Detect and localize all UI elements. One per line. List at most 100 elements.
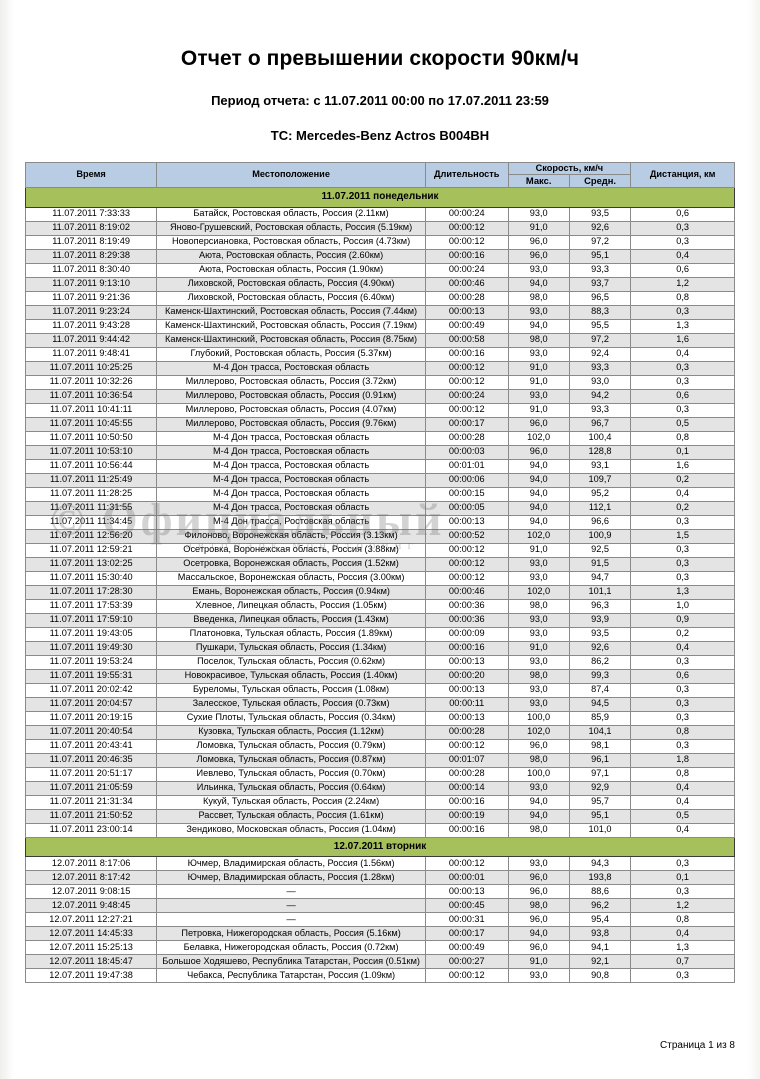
cell-speed-max: 94,0	[507, 458, 570, 474]
table-row: 11.07.2011 20:51:17 Иевлево, Тульская обл…	[24, 766, 735, 782]
cell-time: 11.07.2011 8:29:38	[24, 248, 158, 264]
cell-time: 11.07.2011 9:44:42	[24, 332, 158, 348]
cell-location: Миллерово, Ростовская область, Россия (0…	[156, 388, 426, 404]
cell-time: 11.07.2011 20:40:54	[24, 724, 158, 740]
cell-location: Поселок, Тульская область, Россия (0.62к…	[156, 654, 426, 670]
cell-distance: 0,3	[630, 234, 735, 250]
cell-speed-avg: 94,3	[568, 856, 632, 872]
cell-distance: 1,2	[630, 898, 735, 914]
table-row: 11.07.2011 9:43:28 Каменск-Шахтинский, Ро…	[24, 318, 735, 334]
table-row: 11.07.2011 11:28:25 М-4 Дон трасса, Росто…	[24, 486, 735, 502]
column-header-speed-group: Скорость, км/ч	[507, 161, 632, 176]
cell-duration: 00:00:13	[424, 654, 509, 670]
cell-distance: 1,3	[630, 318, 735, 334]
cell-location: —	[156, 912, 426, 928]
cell-duration: 00:00:19	[424, 808, 509, 824]
cell-speed-avg: 95,1	[568, 248, 632, 264]
cell-distance: 1,8	[630, 752, 735, 768]
cell-duration: 00:00:49	[424, 318, 509, 334]
cell-time: 11.07.2011 10:41:11	[24, 402, 158, 418]
cell-location: Иевлево, Тульская область, Россия (0.70к…	[156, 766, 426, 782]
table-row: 11.07.2011 20:43:41 Ломовка, Тульская обл…	[24, 738, 735, 754]
cell-duration: 00:00:06	[424, 472, 509, 488]
cell-speed-max: 96,0	[507, 884, 570, 900]
cell-speed-max: 93,0	[507, 612, 570, 628]
cell-duration: 00:00:05	[424, 500, 509, 516]
cell-speed-max: 96,0	[507, 940, 570, 956]
cell-speed-avg: 92,9	[568, 780, 632, 796]
cell-time: 11.07.2011 21:31:34	[24, 794, 158, 810]
cell-speed-avg: 92,6	[568, 220, 632, 236]
cell-time: 11.07.2011 9:21:36	[24, 290, 158, 306]
cell-location: Рассвет, Тульская область, Россия (1.61к…	[156, 808, 426, 824]
cell-location: Лиховской, Ростовская область, Россия (6…	[156, 290, 426, 306]
cell-location: М-4 Дон трасса, Ростовская область	[156, 458, 426, 474]
cell-speed-max: 91,0	[507, 542, 570, 558]
cell-speed-max: 93,0	[507, 780, 570, 796]
cell-time: 11.07.2011 20:46:35	[24, 752, 158, 768]
cell-location: Буреломы, Тульская область, Россия (1.08…	[156, 682, 426, 698]
cell-speed-max: 93,0	[507, 388, 570, 404]
cell-location: Каменск-Шахтинский, Ростовская область, …	[156, 318, 426, 334]
cell-distance: 0,3	[630, 514, 735, 530]
cell-speed-avg: 95,4	[568, 912, 632, 928]
cell-location: Ючмер, Владимирская область, Россия (1.2…	[156, 870, 426, 886]
cell-distance: 0,3	[630, 220, 735, 236]
cell-location: —	[156, 898, 426, 914]
cell-speed-max: 91,0	[507, 640, 570, 656]
column-header-distance: Дистанция, км	[630, 161, 735, 189]
cell-speed-avg: 93,3	[568, 262, 632, 278]
cell-distance: 1,0	[630, 598, 735, 614]
cell-duration: 00:00:24	[424, 388, 509, 404]
cell-duration: 00:00:12	[424, 570, 509, 586]
cell-time: 11.07.2011 9:43:28	[24, 318, 158, 334]
cell-distance: 0,4	[630, 780, 735, 796]
table-row: 11.07.2011 15:30:40 Массальское, Воронежс…	[24, 570, 735, 586]
day-label: 11.07.2011 понедельник	[25, 187, 735, 208]
cell-distance: 0,3	[630, 570, 735, 586]
table-row: 11.07.2011 10:56:44 М-4 Дон трасса, Росто…	[24, 458, 735, 474]
table-row: 11.07.2011 8:29:38 Аюта, Ростовская облас…	[24, 248, 735, 264]
cell-duration: 00:00:12	[424, 738, 509, 754]
cell-speed-avg: 93,3	[568, 402, 632, 418]
cell-location: Пушкари, Тульская область, Россия (1.34к…	[156, 640, 426, 656]
cell-speed-max: 93,0	[507, 556, 570, 572]
table-row: 12.07.2011 19:47:38 Чебакса, Республика Т…	[24, 968, 735, 984]
cell-time: 11.07.2011 20:19:15	[24, 710, 158, 726]
cell-location: Введенка, Липецкая область, Россия (1.43…	[156, 612, 426, 628]
cell-duration: 00:00:03	[424, 444, 509, 460]
table-head: Время Местоположение Длительность Скорос…	[24, 161, 735, 189]
cell-speed-avg: 94,5	[568, 696, 632, 712]
cell-duration: 00:00:31	[424, 912, 509, 928]
cell-speed-max: 98,0	[507, 668, 570, 684]
cell-duration: 00:00:20	[424, 668, 509, 684]
cell-duration: 00:00:12	[424, 856, 509, 872]
cell-speed-max: 100,0	[507, 766, 570, 782]
table-row: 11.07.2011 10:53:10 М-4 Дон трасса, Росто…	[24, 444, 735, 460]
cell-speed-max: 98,0	[507, 752, 570, 768]
cell-time: 11.07.2011 15:30:40	[24, 570, 158, 586]
cell-location: Залесское, Тульская область, Россия (0.7…	[156, 696, 426, 712]
cell-speed-max: 96,0	[507, 234, 570, 250]
cell-time: 11.07.2011 12:56:20	[24, 528, 158, 544]
cell-duration: 00:00:17	[424, 416, 509, 432]
cell-location: Сухие Плоты, Тульская область, Россия (0…	[156, 710, 426, 726]
table-row: 11.07.2011 20:19:15 Сухие Плоты, Тульская…	[24, 710, 735, 726]
cell-location: М-4 Дон трасса, Ростовская область	[156, 500, 426, 516]
cell-speed-avg: 95,2	[568, 486, 632, 502]
cell-duration: 00:00:24	[424, 206, 509, 222]
cell-speed-max: 91,0	[507, 954, 570, 970]
table-row: 11.07.2011 20:02:42 Буреломы, Тульская об…	[24, 682, 735, 698]
cell-duration: 00:00:16	[424, 794, 509, 810]
cell-duration: 00:00:15	[424, 486, 509, 502]
cell-distance: 0,4	[630, 794, 735, 810]
cell-location: Каменск-Шахтинский, Ростовская область, …	[156, 304, 426, 320]
cell-speed-avg: 95,1	[568, 808, 632, 824]
cell-duration: 00:00:36	[424, 612, 509, 628]
cell-speed-max: 98,0	[507, 598, 570, 614]
table-row: 11.07.2011 21:31:34 Кукуй, Тульская облас…	[24, 794, 735, 810]
report-vehicle: ТС: Mercedes-Benz Actros В004ВН	[270, 128, 490, 144]
page-title: Отчет о превышении скорости 90км/ч	[180, 47, 580, 70]
day-separator-row: 11.07.2011 понедельник	[25, 187, 735, 208]
cell-distance: 1,2	[630, 276, 735, 292]
